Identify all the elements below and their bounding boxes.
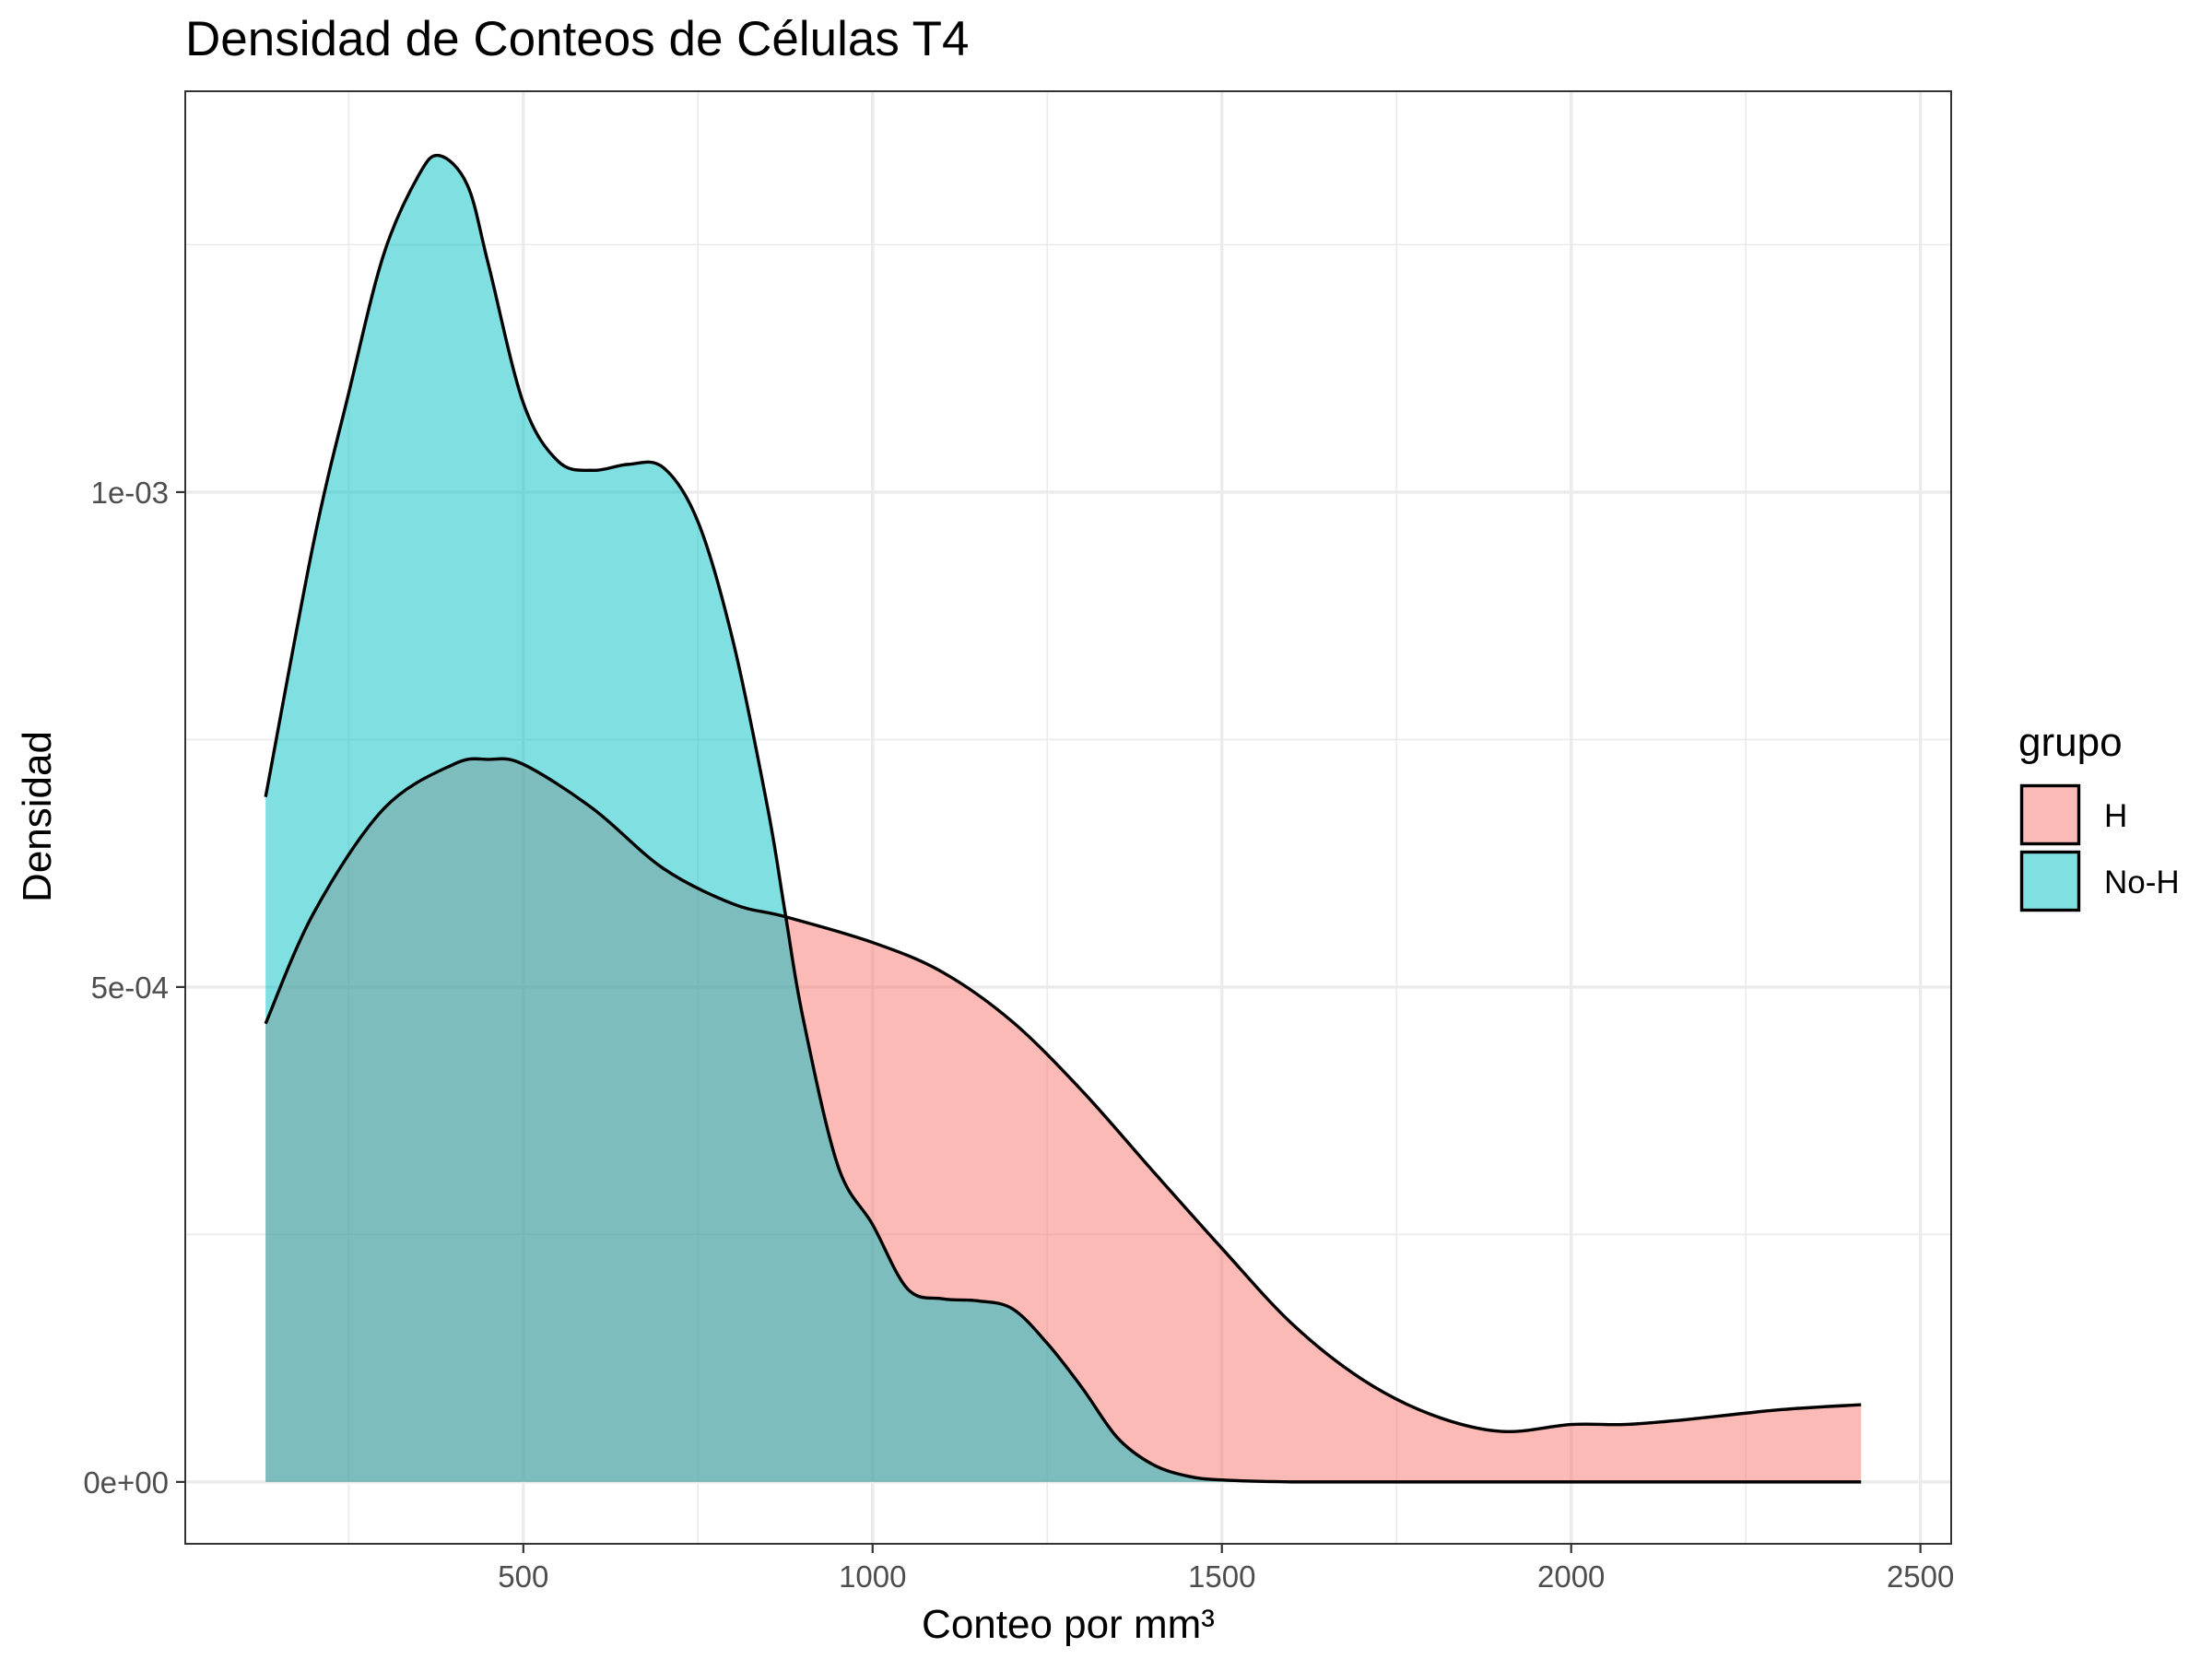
density-area-no-h [265,155,1862,1482]
density-areas [265,155,1862,1482]
x-axis-title: Conteo por mm³ [922,1602,1215,1647]
legend-label-no-h: No-H [2104,865,2180,900]
density-lines [264,153,1862,1484]
legend-label-h: H [2104,798,2127,834]
x-tick-label: 500 [498,1559,548,1594]
x-tick-label: 2500 [1887,1559,1954,1594]
legend: grupo H No-H [2018,720,2180,912]
y-tick-label: 1e-03 [91,476,169,510]
legend-title: grupo [2018,720,2123,765]
y-tick-label: 0e+00 [83,1465,169,1500]
legend-items: H No-H [2019,783,2180,912]
density-line-h [264,757,1862,1434]
x-axis-ticks: 500 1000 1500 2000 2500 [498,1544,1954,1594]
legend-swatch-no-h [2019,850,2081,912]
legend-swatch-h [2019,783,2081,846]
x-tick-label: 2000 [1537,1559,1605,1594]
y-axis-ticks: 0e+00 5e-04 1e-03 [83,476,185,1500]
y-tick-label: 5e-04 [91,971,169,1005]
chart-title: Densidad de Conteos de Células T4 [185,12,970,66]
panel-border [184,90,1952,1545]
x-tick-label: 1500 [1188,1559,1255,1594]
x-tick-label: 1000 [839,1559,906,1594]
density-line-no-h [264,153,1862,1484]
y-axis-title: Densidad [15,731,60,902]
